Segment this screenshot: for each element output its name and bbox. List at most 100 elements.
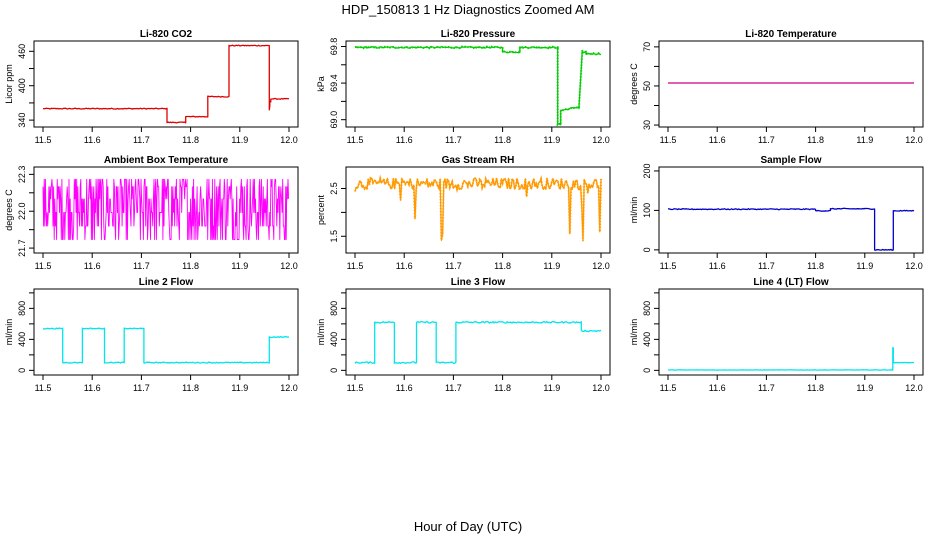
x-tick-label: 11.7 <box>758 135 775 145</box>
x-tick-label: 11.5 <box>347 261 364 271</box>
y-axis-label: ml/min <box>629 319 639 346</box>
y-tick-label: 460 <box>17 44 27 59</box>
y-axis-label: ml/min <box>629 197 639 224</box>
x-tick-label: 11.9 <box>231 135 248 145</box>
y-tick-label: 340 <box>17 113 27 128</box>
plot-frame <box>345 166 611 254</box>
x-tick-label: 12.0 <box>905 261 923 271</box>
panel-4: Gas Stream RH 11.5 11.6 11.7 11.8 11.9 12.0 1.5… <box>316 155 611 271</box>
series-line <box>42 178 290 240</box>
y-tick-label: 400 <box>17 332 27 347</box>
x-tick-label: 11.8 <box>494 383 511 393</box>
x-tick-label: 11.5 <box>660 261 677 271</box>
panel-title: Sample Flow <box>760 155 821 166</box>
y-axis-label: percent <box>316 194 326 225</box>
y-tick-label: 2.5 <box>329 182 339 195</box>
y-tick-label: 1.5 <box>329 230 339 243</box>
x-tick-label: 11.7 <box>445 135 462 145</box>
panel-3: Ambient Box Temperature 11.5 11.6 11.7 11.8 1… <box>4 155 299 271</box>
panel-title: Ambient Box Temperature <box>104 155 229 166</box>
x-tick-label: 11.8 <box>807 135 824 145</box>
x-tick-label: 11.5 <box>35 135 52 145</box>
x-tick-label: 12.0 <box>592 383 610 393</box>
panel-2: Li-820 Temperature 11.5 11.6 11.7 11.8 11.9 12… <box>629 29 924 145</box>
x-tick-label: 11.6 <box>84 383 101 393</box>
x-tick-label: 12.0 <box>280 383 298 393</box>
x-tick-label: 11.5 <box>35 261 52 271</box>
figure-title: HDP_150813 1 Hz Diagnostics Zoomed AM <box>342 2 595 17</box>
plot-frame <box>33 288 299 376</box>
x-tick-label: 11.6 <box>396 135 413 145</box>
panel-title: Gas Stream RH <box>442 155 515 166</box>
x-tick-label: 11.7 <box>445 261 462 271</box>
x-tick-label: 11.6 <box>396 261 413 271</box>
x-tick-label: 11.9 <box>231 261 248 271</box>
plot-frame <box>658 40 924 128</box>
y-tick-label: 400 <box>17 78 27 93</box>
panel-8: Line 4 (LT) Flow 11.5 11.6 11.7 11.8 11.9 12.0… <box>629 277 924 393</box>
y-tick-label: 70 <box>642 42 652 52</box>
x-tick-label: 11.9 <box>543 383 560 393</box>
series-line <box>354 320 602 365</box>
panel-6: Line 2 Flow 11.5 11.6 11.7 11.8 11.9 12.0 0 400 8… <box>4 277 299 393</box>
x-tick-label: 11.5 <box>660 135 677 145</box>
y-tick-label: 800 <box>642 301 652 316</box>
x-tick-label: 11.8 <box>182 261 199 271</box>
x-tick-label: 12.0 <box>280 261 298 271</box>
panel-title: Line 4 (LT) Flow <box>753 277 829 288</box>
y-axis-label: degrees C <box>629 63 639 105</box>
y-tick-label: 50 <box>642 81 652 91</box>
x-tick-label: 11.6 <box>84 135 101 145</box>
series-line <box>354 46 602 126</box>
plot-frame <box>658 288 924 376</box>
panel-1: Li-820 Pressure 11.5 11.6 11.7 11.8 11.9 12.0 6… <box>316 29 611 145</box>
x-tick-label: 11.7 <box>133 383 150 393</box>
x-tick-label: 12.0 <box>592 261 610 271</box>
x-tick-label: 11.5 <box>660 383 677 393</box>
x-tick-label: 11.9 <box>543 135 560 145</box>
panels: Li-820 CO2 11.5 11.6 11.7 11.8 11.9 12.0 340 400… <box>4 29 924 393</box>
panel-0: Li-820 CO2 11.5 11.6 11.7 11.8 11.9 12.0 340 400… <box>4 29 299 145</box>
x-tick-label: 11.6 <box>396 383 413 393</box>
y-tick-label: 0 <box>642 247 652 252</box>
y-axis-label: kPa <box>316 76 326 92</box>
x-tick-label: 11.6 <box>84 261 101 271</box>
panel-title: Line 2 Flow <box>139 277 194 288</box>
x-tick-label: 11.9 <box>856 135 873 145</box>
y-tick-label: 0 <box>642 368 652 373</box>
y-tick-label: 800 <box>329 301 339 316</box>
x-tick-label: 11.6 <box>709 383 726 393</box>
x-tick-label: 11.5 <box>347 135 364 145</box>
panel-5: Sample Flow 11.5 11.6 11.7 11.8 11.9 12.0 0 100 2… <box>629 155 924 271</box>
x-axis-label: Hour of Day (UTC) <box>414 519 522 534</box>
x-tick-label: 11.8 <box>494 261 511 271</box>
x-tick-label: 11.9 <box>856 261 873 271</box>
x-tick-label: 11.6 <box>709 135 726 145</box>
plot-frame <box>33 166 299 254</box>
y-tick-label: 22.3 <box>17 166 27 184</box>
panel-title: Li-820 CO2 <box>140 29 193 40</box>
y-tick-label: 0 <box>17 368 27 373</box>
y-axis-label: degrees C <box>4 189 14 231</box>
y-tick-label: 21.7 <box>17 239 27 257</box>
y-tick-label: 30 <box>642 120 652 130</box>
x-tick-label: 11.7 <box>758 383 775 393</box>
x-tick-label: 11.7 <box>445 383 462 393</box>
x-tick-label: 11.8 <box>807 261 824 271</box>
x-tick-label: 11.6 <box>709 261 726 271</box>
x-tick-label: 11.8 <box>494 135 511 145</box>
panel-title: Li-820 Pressure <box>441 29 516 40</box>
y-tick-label: 800 <box>17 301 27 316</box>
y-axis-label: ml/min <box>316 319 326 346</box>
y-tick-label: 69.8 <box>329 38 339 56</box>
y-tick-label: 69.4 <box>329 74 339 92</box>
y-tick-label: 100 <box>642 203 652 218</box>
y-tick-label: 400 <box>642 332 652 347</box>
x-tick-label: 11.7 <box>133 261 150 271</box>
panel-7: Line 3 Flow 11.5 11.6 11.7 11.8 11.9 12.0 0 400 8… <box>316 277 611 393</box>
plot-frame <box>33 40 299 128</box>
x-tick-label: 12.0 <box>905 383 923 393</box>
series-line <box>667 347 915 371</box>
x-tick-label: 11.8 <box>182 135 199 145</box>
